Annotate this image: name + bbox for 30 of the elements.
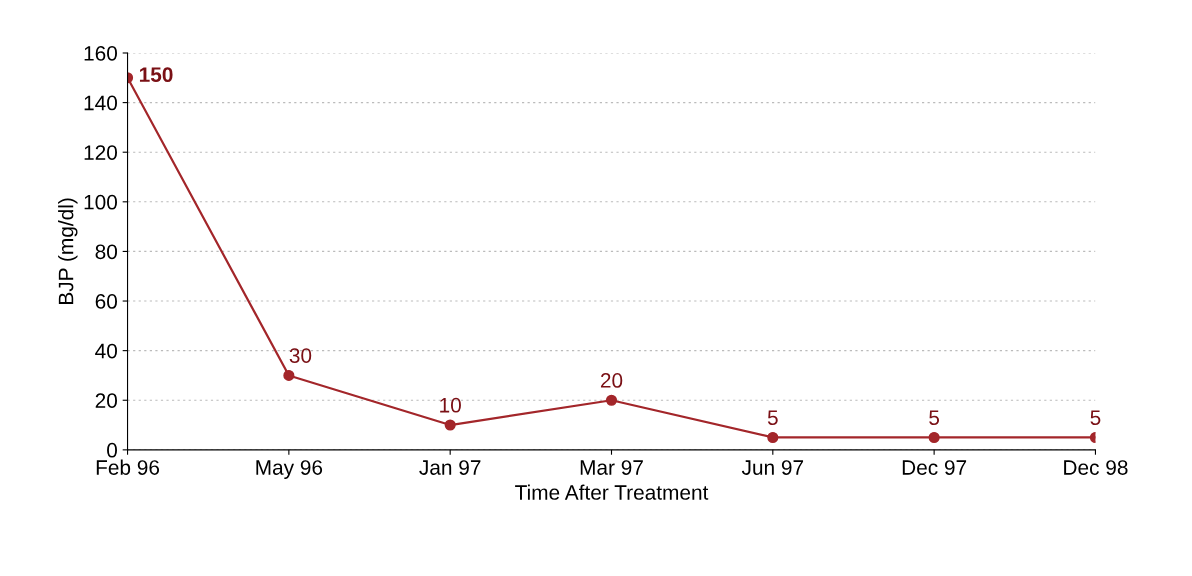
x-tick-label: Dec 98 [1064, 460, 1128, 475]
point [767, 431, 779, 444]
x-tick-label: Mar 97 [580, 460, 643, 475]
y-tick-label: 80 [95, 244, 118, 260]
y-tick-label: 120 [84, 145, 118, 160]
y-axis-title: BJP (mg/dl) [58, 198, 78, 304]
y-tick-label: 60 [95, 294, 118, 309]
x-tick-label: Feb 96 [96, 459, 160, 475]
x-axis-title: Time After Treatment [515, 484, 709, 500]
data-label: 20 [600, 373, 623, 388]
data-label: 150 [139, 67, 173, 83]
y-tick-label: 100 [84, 194, 118, 210]
y-tick-label: 0 [107, 442, 118, 458]
x-tick-label: May 96 [256, 460, 323, 479]
data-label: 10 [440, 397, 461, 413]
y-tick-label: 160 [84, 45, 118, 61]
y-tick-label: 20 [95, 393, 118, 408]
point [928, 431, 940, 444]
data-label: 30 [289, 348, 312, 363]
point [444, 419, 456, 431]
y-tick-label: 40 [95, 343, 118, 359]
y-tick-label: 140 [84, 95, 118, 111]
data-label: 5 [1090, 410, 1101, 425]
point [283, 369, 295, 382]
x-tick-label: Dec 97 [902, 460, 967, 475]
data-label: 5 [767, 410, 778, 425]
point [605, 394, 618, 406]
data-label: 5 [929, 410, 940, 425]
x-tick-label: Jun 97 [741, 460, 804, 475]
x-tick-label: Jan 97 [419, 460, 481, 475]
